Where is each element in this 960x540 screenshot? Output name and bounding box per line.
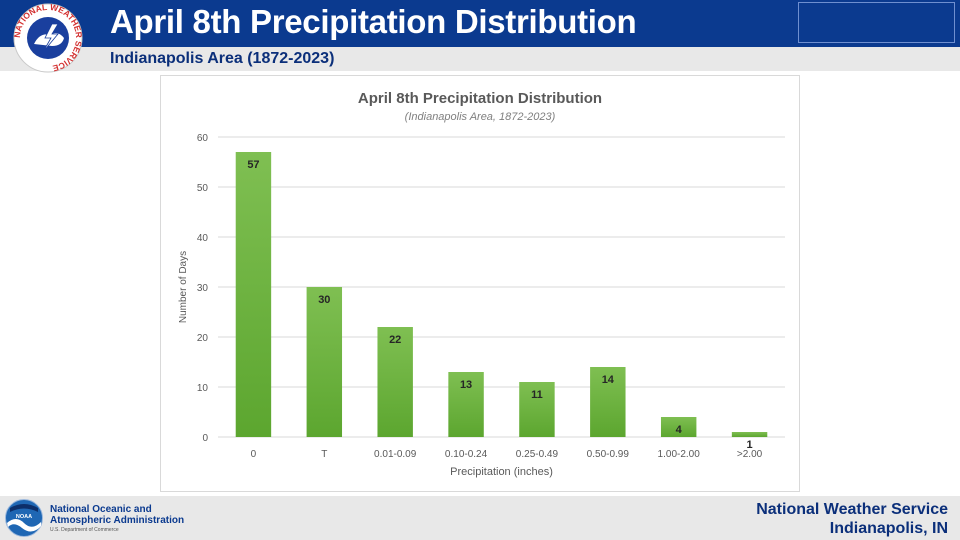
x-tick-label: 0.50-0.99 [587, 449, 630, 460]
agency-line-1: National Oceanic and [50, 504, 152, 515]
data-label: 30 [318, 294, 330, 306]
bar-4 [519, 382, 555, 437]
data-label: 11 [531, 389, 543, 401]
bar-chart: April 8th Precipitation Distribution (Ind… [178, 90, 785, 478]
x-tick-label: 0.25-0.49 [516, 449, 559, 460]
chart-container: April 8th Precipitation Distribution (Ind… [160, 75, 800, 492]
bar-0 [235, 152, 272, 437]
bar-1 [306, 287, 343, 437]
data-label: 14 [602, 374, 615, 386]
nws-logo-icon: NATIONAL WEATHER SERVICE [12, 2, 84, 74]
page-subtitle: Indianapolis Area (1872-2023) [110, 50, 335, 67]
noaa-badge-text: NOAA [16, 514, 32, 520]
header-placeholder-box [798, 2, 955, 43]
x-tick-label: 0.01-0.09 [374, 449, 417, 460]
bar-5 [590, 367, 626, 437]
agency-line-2: Atmospheric Administration [50, 515, 185, 526]
x-tick-label: 0 [251, 449, 257, 460]
y-tick-label: 20 [197, 333, 209, 344]
office-line-2: Indianapolis, IN [829, 520, 948, 537]
bar-6 [660, 417, 697, 437]
office-line-1: National Weather Service [756, 501, 948, 518]
y-tick-label: 0 [202, 433, 208, 444]
x-tick-label: 1.00-2.00 [658, 449, 701, 460]
chart-title: April 8th Precipitation Distribution [358, 90, 602, 107]
x-tick-label: >2.00 [737, 449, 763, 460]
bar-7 [731, 432, 768, 437]
noaa-agency-name: National Oceanic and Atmospheric Adminis… [50, 504, 184, 526]
y-tick-label: 60 [197, 133, 209, 144]
footer-bar: NOAA National Oceanic and Atmospheric Ad… [0, 496, 960, 540]
data-label: 1 [747, 439, 753, 451]
subtitle-bar: Indianapolis Area (1872-2023) [0, 47, 960, 71]
y-axis-label: Number of Days [178, 251, 189, 323]
data-label: 4 [676, 424, 683, 436]
x-tick-label: 0.10-0.24 [445, 449, 488, 460]
x-axis-label: Precipitation (inches) [450, 466, 553, 478]
bar-2 [377, 327, 413, 437]
y-tick-label: 10 [197, 383, 209, 394]
x-tick-label: T [321, 449, 327, 460]
data-label: 57 [247, 159, 259, 171]
data-label: 22 [389, 334, 401, 346]
data-label: 13 [460, 379, 472, 391]
y-tick-label: 30 [197, 283, 209, 294]
y-tick-label: 40 [197, 233, 209, 244]
bar-3 [448, 372, 484, 437]
page-title: April 8th Precipitation Distribution [110, 3, 637, 40]
header-bar: April 8th Precipitation Distribution [0, 0, 960, 47]
y-tick-label: 50 [197, 183, 209, 194]
chart-subtitle: (Indianapolis Area, 1872-2023) [405, 111, 556, 123]
office-name: National Weather Service Indianapolis, I… [756, 500, 948, 538]
noaa-logo-icon: NOAA [5, 499, 43, 537]
agency-subtext: U.S. Department of Commerce [50, 527, 119, 533]
